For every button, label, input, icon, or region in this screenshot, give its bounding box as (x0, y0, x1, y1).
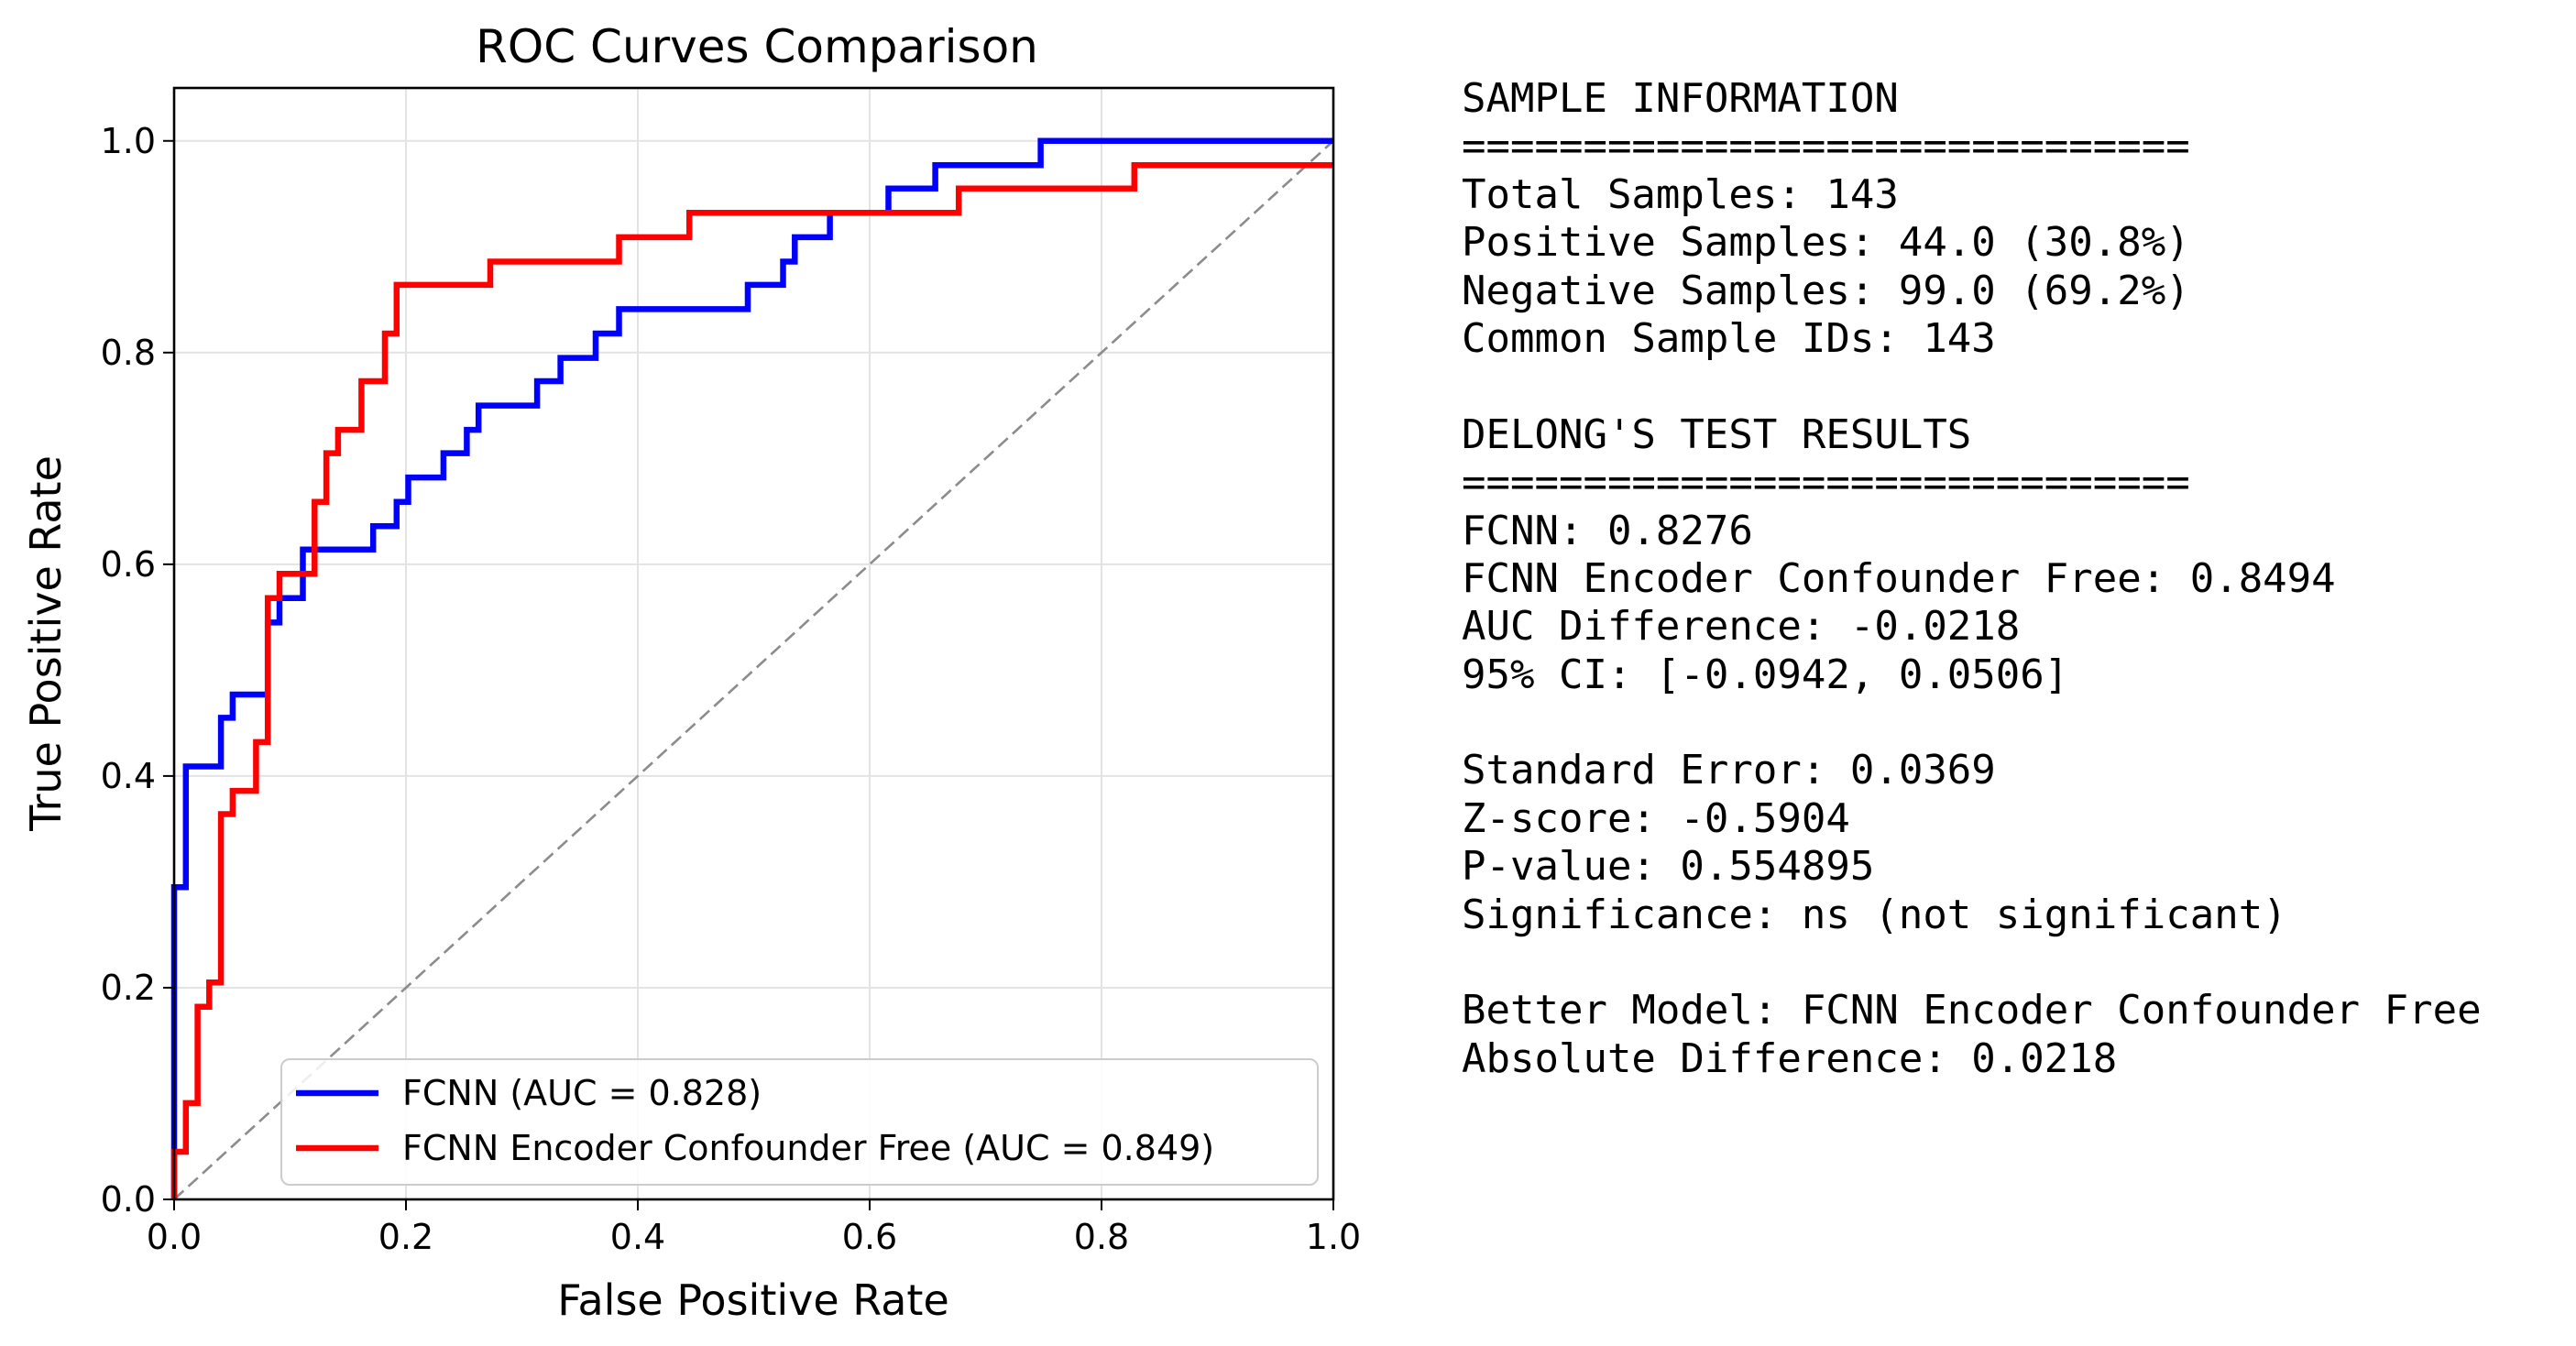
stats-line: AUC Difference: -0.0218 (1462, 603, 2021, 651)
stats-line: ============================== (1462, 459, 2190, 507)
x-tick-label: 0.4 (610, 1217, 665, 1257)
stats-line: Significance: ns (not significant) (1462, 891, 2287, 938)
stats-line: Absolute Difference: 0.0218 (1462, 1034, 2118, 1082)
roc-curve-fcnn-encoder-confounder-free (170, 162, 1333, 1199)
x-tick-label: 0.2 (378, 1217, 433, 1257)
y-tick-label: 0.6 (101, 544, 156, 585)
x-tick-label: 0.6 (842, 1217, 897, 1257)
stats-line: ============================== (1462, 123, 2190, 170)
stats-line: Z-score: -0.5904 (1462, 794, 1850, 842)
stats-line: Negative Samples: 99.0 (69.2%) (1462, 267, 2190, 314)
y-tick-label: 0.8 (101, 333, 156, 373)
chart-title: ROC Curves Comparison (476, 20, 1038, 73)
stats-line: 95% CI: [-0.0942, 0.0506] (1462, 651, 2069, 698)
legend-box (280, 1058, 1319, 1186)
y-tick-label: 0.4 (101, 756, 156, 796)
x-axis-label: False Positive Rate (557, 1275, 949, 1325)
stats-line: Better Model: FCNN Encoder Confounder Fr… (1462, 987, 2482, 1034)
reference-line-layer (173, 139, 1334, 1200)
tick-layer: 0.0 0.2 0.4 0.6 0.8 1.0 0.0 0.2 0.4 0.6 0.8 1.0 (101, 121, 1362, 1257)
x-tick-label: 1.0 (1306, 1217, 1361, 1257)
series-layer (170, 137, 1333, 1199)
stats-line (1462, 699, 2482, 747)
y-tick-label: 0.2 (101, 968, 156, 1008)
plot-frame (172, 86, 1335, 1201)
stats-line (1462, 363, 2482, 410)
chance-reference-line (173, 139, 1334, 1200)
grid-layer (173, 88, 1334, 1200)
stats-line: Standard Error: 0.0369 (1462, 747, 1996, 794)
roc-chart: ROC Curves Comparison 0.0 0.2 0.4 0.6 0.8 1.0… (21, 20, 1362, 1325)
legend-label: FCNN Encoder Confounder Free (AUC = 0.84… (402, 1128, 1214, 1168)
stats-line: Total Samples: 143 (1462, 170, 1899, 218)
legend-label: FCNN (AUC = 0.828) (402, 1073, 762, 1113)
y-tick-label: 0.0 (101, 1179, 156, 1220)
y-axis-label: True Positive Rate (21, 455, 71, 832)
x-tick-label: 0.0 (147, 1217, 202, 1257)
y-tick-label: 1.0 (101, 121, 156, 161)
stats-line: FCNN: 0.8276 (1462, 507, 1753, 554)
stats-line: SAMPLE INFORMATION (1462, 75, 1899, 122)
stats-line: FCNN Encoder Confounder Free: 0.8494 (1462, 554, 2336, 602)
stats-line: P-value: 0.554895 (1462, 843, 1875, 891)
delong-stats-panel: SAMPLE INFORMATION ======================… (1462, 75, 2482, 1083)
stats-line: DELONG'S TEST RESULTS (1462, 410, 1972, 458)
stats-line: Positive Samples: 44.0 (30.8%) (1462, 219, 2190, 267)
legend: FCNN (AUC = 0.828) FCNN Encoder Confounde… (280, 1058, 1319, 1186)
stats-line (1462, 939, 2482, 987)
x-tick-label: 0.8 (1074, 1217, 1129, 1257)
stats-line: Common Sample IDs: 143 (1462, 314, 1996, 362)
